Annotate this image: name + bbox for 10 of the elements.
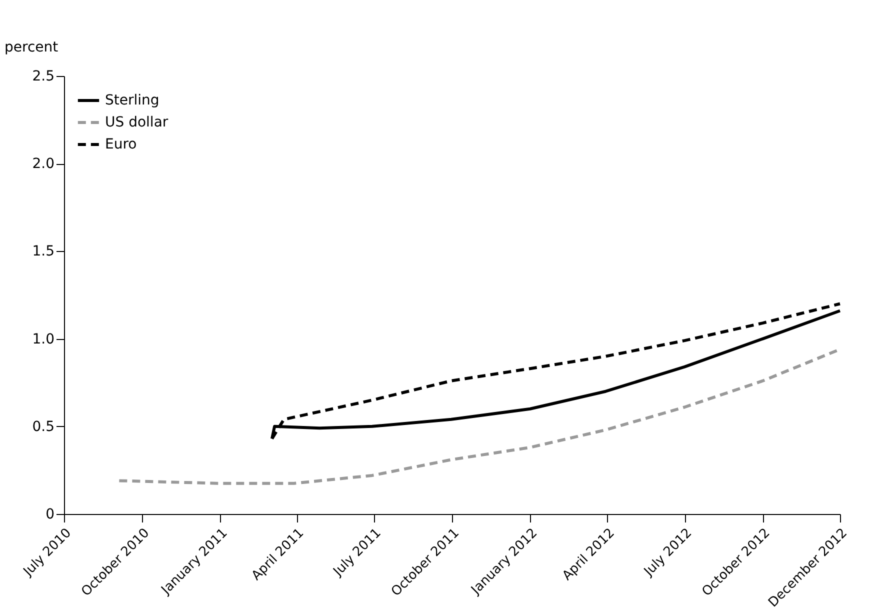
y-tick-label: 2.0 [32,156,54,172]
y-tick-label: 2.5 [32,68,54,84]
y-tick-label: 0.5 [32,418,54,435]
legend-label: Euro [105,136,137,152]
y-tick-label: 0 [46,506,54,522]
y-tick-label: 1.5 [32,244,54,260]
y-tick-label: 1.0 [32,331,54,348]
y-axis-title: percent [4,40,59,56]
legend-label: US dollar [105,114,168,130]
legend-label: Sterling [105,92,160,108]
